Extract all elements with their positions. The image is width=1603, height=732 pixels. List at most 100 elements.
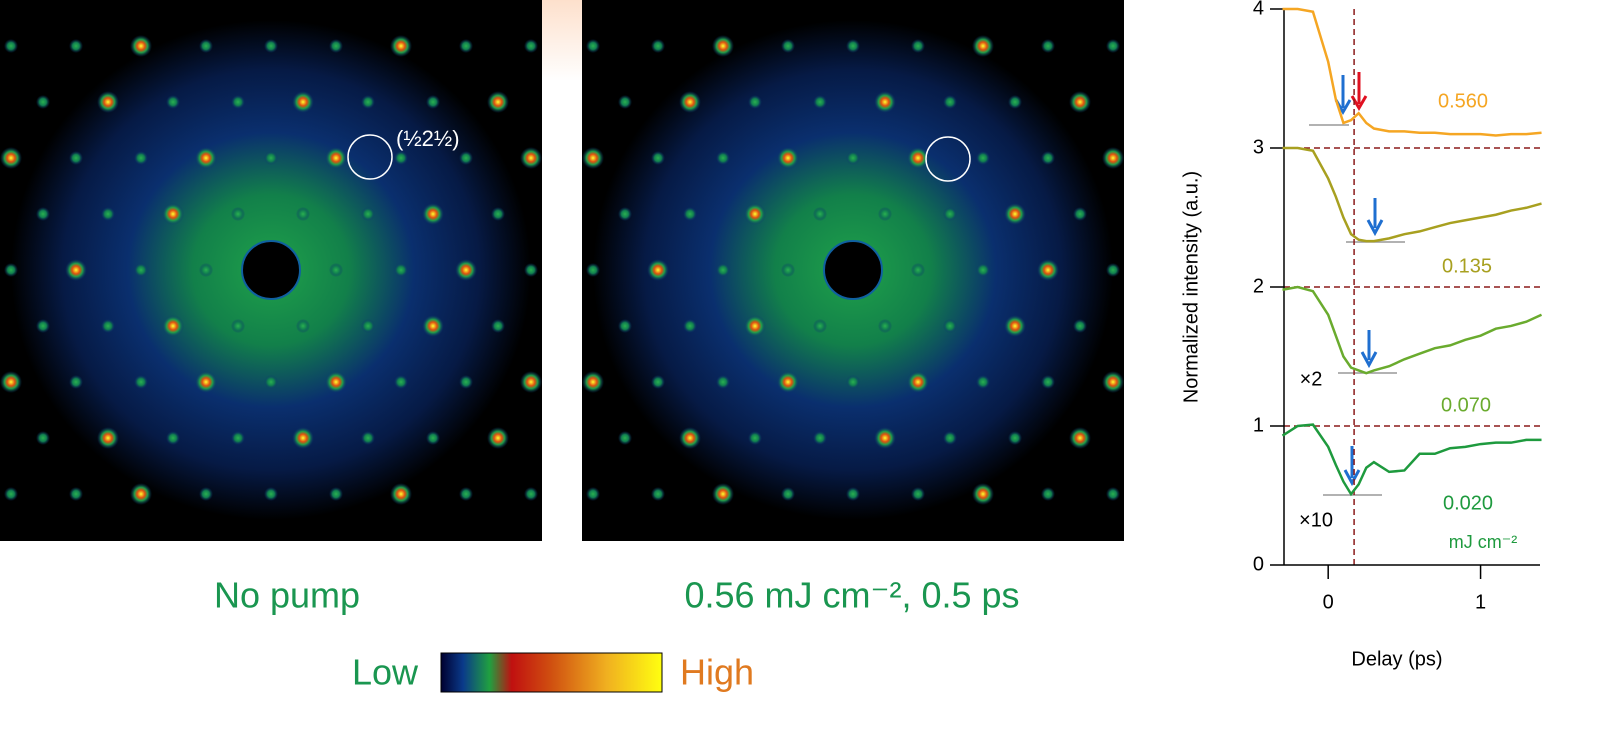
bragg-spot (390, 35, 412, 57)
bragg-spot (1008, 431, 1022, 445)
bragg-spot (716, 263, 730, 277)
bragg-spot (459, 487, 473, 501)
bragg-spot (813, 95, 827, 109)
bragg-spot (878, 319, 892, 333)
series-line (1281, 423, 1542, 497)
bragg-spot (781, 39, 795, 53)
gap (542, 0, 582, 541)
bragg-spot (491, 319, 505, 333)
bragg-spot (1041, 151, 1055, 165)
bragg-spot (394, 375, 408, 389)
bragg-spot (195, 371, 217, 393)
bragg-spot (4, 39, 18, 53)
bragg-spot (459, 375, 473, 389)
y-axis-label: Normalized intensity (a.u.) (1180, 171, 1202, 403)
bragg-spot (813, 207, 827, 221)
bragg-spot (911, 487, 925, 501)
series-label: 0.070 (1441, 394, 1491, 416)
bragg-spot (487, 427, 509, 449)
markers (1309, 72, 1405, 496)
bragg-spot (1102, 147, 1124, 169)
bragg-spot (582, 147, 604, 169)
bragg-spot (491, 207, 505, 221)
bragg-spot (651, 151, 665, 165)
bragg-spot (524, 263, 538, 277)
bragg-spot (618, 319, 632, 333)
bragg-spot (976, 263, 990, 277)
bragg-spot (520, 371, 542, 393)
bragg-spot (422, 203, 444, 225)
bragg-spot (134, 151, 148, 165)
bragg-spot (65, 259, 87, 281)
bragg-spot (390, 483, 412, 505)
bragg-spot (0, 371, 22, 393)
bragg-spot (166, 431, 180, 445)
bragg-spot (361, 319, 375, 333)
bragg-spot (292, 91, 314, 113)
bragg-spot (329, 487, 343, 501)
bragg-spot (520, 147, 542, 169)
bragg-spot (1102, 371, 1124, 393)
bragg-spot (683, 319, 697, 333)
bragg-spot (1008, 95, 1022, 109)
bragg-spot (679, 427, 701, 449)
bragg-spot (36, 95, 50, 109)
bragg-spot (264, 39, 278, 53)
bragg-spot (524, 487, 538, 501)
bragg-spot (101, 207, 115, 221)
bragg-spot (777, 147, 799, 169)
bragg-spot (36, 207, 50, 221)
bragg-spot (264, 151, 278, 165)
bragg-spot (459, 151, 473, 165)
diffraction-image (582, 0, 1124, 541)
bragg-spot (0, 147, 22, 169)
bragg-spot (586, 487, 600, 501)
y-tick-label: 0 (1253, 553, 1264, 575)
bragg-spot (846, 39, 860, 53)
bragg-spot (426, 95, 440, 109)
bragg-spot (1069, 91, 1091, 113)
y-tick-label: 2 (1253, 275, 1264, 297)
bragg-spot (69, 487, 83, 501)
bragg-spot (943, 95, 957, 109)
bragg-spot (1041, 375, 1055, 389)
bragg-spot (264, 375, 278, 389)
bragg-spot (744, 203, 766, 225)
bragg-spot (651, 39, 665, 53)
bragg-spot (911, 39, 925, 53)
bragg-spot (777, 371, 799, 393)
bragg-spot (683, 207, 697, 221)
y-tick-label: 4 (1253, 0, 1264, 19)
bragg-spot (846, 487, 860, 501)
bragg-spot (716, 151, 730, 165)
bragg-spot (943, 431, 957, 445)
bragg-spot (976, 375, 990, 389)
bragg-spot (907, 371, 929, 393)
bragg-spot (1004, 203, 1026, 225)
bragg-spot (36, 431, 50, 445)
unit-label: mJ cm⁻² (1449, 532, 1517, 552)
bragg-spot (134, 375, 148, 389)
series-label: 0.560 (1438, 90, 1488, 112)
x-tick-label: 0 (1323, 591, 1334, 613)
highlight-circle (925, 136, 971, 182)
scale-factor: ×10 (1299, 509, 1333, 531)
bragg-spot (296, 207, 310, 221)
bragg-spot (97, 427, 119, 449)
colorbar-high: High (680, 652, 754, 693)
bragg-spot (264, 487, 278, 501)
x-tick-label: 1 (1475, 591, 1486, 613)
bragg-spot (976, 151, 990, 165)
highlight-circle (347, 134, 393, 180)
bragg-spot (1106, 263, 1120, 277)
bragg-spot (943, 319, 957, 333)
y-tick-label: 3 (1253, 136, 1264, 158)
bragg-spot (329, 263, 343, 277)
bragg-spot (459, 39, 473, 53)
series-line (1282, 285, 1543, 375)
bragg-spot (781, 487, 795, 501)
bragg-spot (134, 263, 148, 277)
bragg-spot (162, 203, 184, 225)
series-line (1282, 146, 1542, 243)
